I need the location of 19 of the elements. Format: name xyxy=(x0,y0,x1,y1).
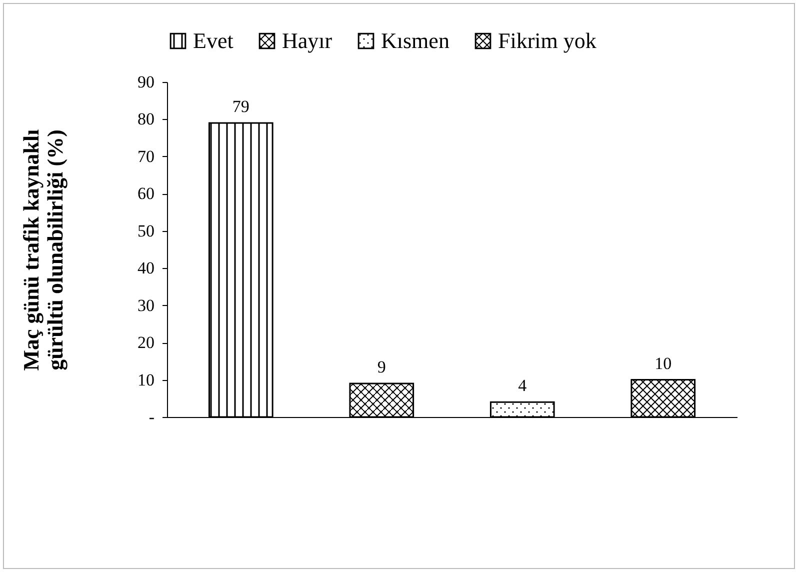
y-tick-label: 30 xyxy=(138,296,154,315)
y-tick-label: 70 xyxy=(138,146,154,166)
y-tick-label: 50 xyxy=(138,221,154,240)
legend-label: Fikrim yok xyxy=(498,28,596,53)
data-label: 79 xyxy=(232,96,250,116)
legend-label: Evet xyxy=(193,28,234,53)
y-tick-label: 10 xyxy=(138,370,154,390)
y-tick-label: 80 xyxy=(138,110,154,129)
legend-label: Kısmen xyxy=(381,28,450,53)
data-label: 4 xyxy=(518,376,528,396)
y-tick-label: - xyxy=(148,408,155,426)
y-tick-label: 40 xyxy=(138,258,154,278)
legend-label: Hayır xyxy=(282,28,333,53)
y-tick-label: 60 xyxy=(138,184,154,204)
data-label: 9 xyxy=(377,358,386,376)
y-axis-title: Maç günü trafik kaynaklı gürültü olunabilirliği (%) xyxy=(18,129,68,371)
data-label: 10 xyxy=(654,354,672,373)
y-tick-label: 90 xyxy=(138,72,154,92)
y-tick-label: 20 xyxy=(138,333,154,352)
